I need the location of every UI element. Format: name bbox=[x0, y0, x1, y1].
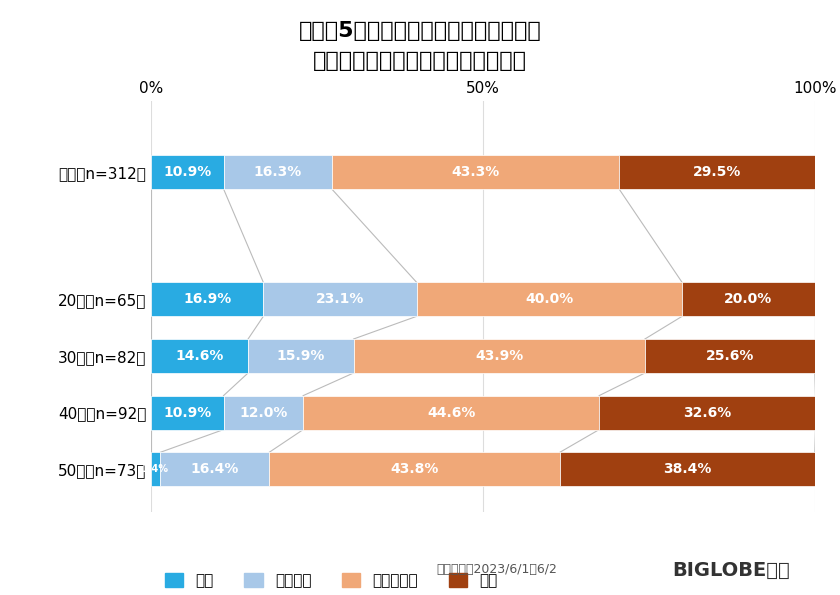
Bar bbox=[599, 396, 816, 430]
Bar bbox=[332, 155, 619, 189]
Text: 38.4%: 38.4% bbox=[664, 462, 711, 476]
Bar bbox=[248, 339, 354, 373]
Bar bbox=[151, 339, 248, 373]
Text: 20.0%: 20.0% bbox=[724, 292, 773, 306]
Bar bbox=[223, 396, 303, 430]
Text: 12.0%: 12.0% bbox=[239, 406, 287, 419]
Text: 10.9%: 10.9% bbox=[163, 165, 212, 179]
Bar bbox=[417, 283, 682, 317]
Text: 43.8%: 43.8% bbox=[391, 462, 438, 476]
Bar bbox=[270, 452, 560, 486]
Text: 43.3%: 43.3% bbox=[451, 165, 500, 179]
Text: 16.3%: 16.3% bbox=[254, 165, 302, 179]
Bar bbox=[151, 283, 264, 317]
Text: 25.6%: 25.6% bbox=[706, 349, 754, 363]
Text: BIGLOBE調べ: BIGLOBE調べ bbox=[672, 561, 790, 580]
Text: 14.6%: 14.6% bbox=[176, 349, 223, 363]
Text: 10.9%: 10.9% bbox=[163, 406, 212, 419]
Bar bbox=[151, 155, 223, 189]
Text: コロナ5類移行後、初の夏のボーナスを: コロナ5類移行後、初の夏のボーナスを bbox=[299, 21, 541, 41]
Text: 大きく使いたいという気持ちがある: 大きく使いたいという気持ちがある bbox=[313, 51, 527, 71]
Bar bbox=[619, 155, 815, 189]
Bar bbox=[560, 452, 815, 486]
Text: 23.1%: 23.1% bbox=[316, 292, 365, 306]
Text: 43.9%: 43.9% bbox=[475, 349, 523, 363]
Legend: ある, ややある, あまりない, ない: ある, ややある, あまりない, ない bbox=[159, 567, 503, 594]
Text: 32.6%: 32.6% bbox=[683, 406, 732, 419]
Bar bbox=[151, 452, 160, 486]
Text: 40.0%: 40.0% bbox=[525, 292, 574, 306]
Text: 44.6%: 44.6% bbox=[427, 406, 475, 419]
Text: 16.9%: 16.9% bbox=[183, 292, 231, 306]
Bar bbox=[303, 396, 599, 430]
Bar bbox=[160, 452, 270, 486]
Text: 29.5%: 29.5% bbox=[693, 165, 741, 179]
Bar bbox=[264, 283, 417, 317]
Text: 調査期間：2023/6/1～6/2: 調査期間：2023/6/1～6/2 bbox=[437, 563, 558, 576]
Bar bbox=[223, 155, 332, 189]
Bar bbox=[151, 396, 223, 430]
Bar bbox=[354, 339, 645, 373]
Bar bbox=[645, 339, 815, 373]
Bar bbox=[682, 283, 815, 317]
Text: 1.4%: 1.4% bbox=[142, 464, 170, 474]
Text: 16.4%: 16.4% bbox=[191, 462, 239, 476]
Text: 15.9%: 15.9% bbox=[276, 349, 325, 363]
